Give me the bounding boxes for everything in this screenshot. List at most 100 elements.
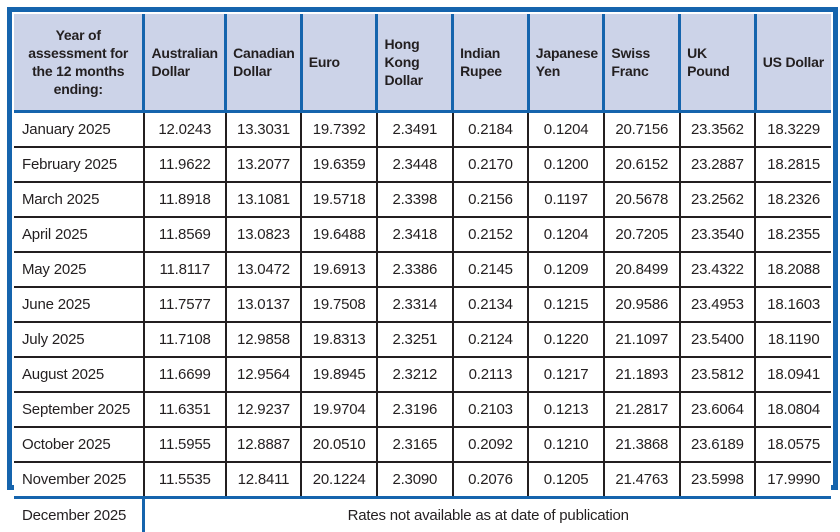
rate-cell: 0.1205: [528, 462, 604, 498]
month-cell: February 2025: [14, 147, 144, 182]
rate-cell: 2.3251: [377, 322, 453, 357]
rate-cell: 23.5400: [680, 322, 756, 357]
month-cell: August 2025: [14, 357, 144, 392]
rate-cell: 18.3229: [755, 112, 831, 148]
rate-cell: 12.9858: [226, 322, 302, 357]
exchange-rate-table-frame: Year of assessment for the 12 months end…: [7, 7, 838, 490]
month-cell: April 2025: [14, 217, 144, 252]
rate-cell: 2.3448: [377, 147, 453, 182]
rate-cell: 18.0575: [755, 427, 831, 462]
rate-cell: 18.0804: [755, 392, 831, 427]
month-cell: January 2025: [14, 112, 144, 148]
header-us-dollar: US Dollar: [755, 14, 831, 112]
rate-cell: 11.8569: [144, 217, 226, 252]
rate-cell: 20.6152: [604, 147, 680, 182]
rate-cell: 20.8499: [604, 252, 680, 287]
rate-cell: 0.1215: [528, 287, 604, 322]
rate-cell: 19.6913: [301, 252, 377, 287]
rate-cell: 23.2887: [680, 147, 756, 182]
rate-cell: 13.0823: [226, 217, 302, 252]
rate-cell: 13.0137: [226, 287, 302, 322]
rate-cell: 0.2103: [453, 392, 529, 427]
rate-cell: 11.7108: [144, 322, 226, 357]
rate-cell: 11.9622: [144, 147, 226, 182]
rate-cell: 0.2092: [453, 427, 529, 462]
rate-cell: 13.1081: [226, 182, 302, 217]
rate-cell: 2.3314: [377, 287, 453, 322]
rate-cell: 21.1097: [604, 322, 680, 357]
rate-cell: 11.6699: [144, 357, 226, 392]
rate-cell: 13.2077: [226, 147, 302, 182]
month-cell: May 2025: [14, 252, 144, 287]
rate-cell: 11.5955: [144, 427, 226, 462]
exchange-rate-table: Year of assessment for the 12 months end…: [14, 14, 831, 532]
rate-cell: 18.1603: [755, 287, 831, 322]
month-cell: September 2025: [14, 392, 144, 427]
rate-cell: 19.7392: [301, 112, 377, 148]
rate-cell: 18.2088: [755, 252, 831, 287]
rate-cell: 20.7156: [604, 112, 680, 148]
rate-cell: 0.2145: [453, 252, 529, 287]
rate-cell: 20.1224: [301, 462, 377, 498]
rate-cell: 0.1213: [528, 392, 604, 427]
rate-cell: 0.1197: [528, 182, 604, 217]
rate-cell: 23.4953: [680, 287, 756, 322]
rate-cell: 19.8945: [301, 357, 377, 392]
rate-cell: 11.7577: [144, 287, 226, 322]
header-uk-pound: UK Pound: [680, 14, 756, 112]
month-cell: October 2025: [14, 427, 144, 462]
header-australian-dollar: Australian Dollar: [144, 14, 226, 112]
rate-cell: 18.0941: [755, 357, 831, 392]
rate-cell: 20.7205: [604, 217, 680, 252]
rate-cell: 0.1200: [528, 147, 604, 182]
rate-cell: 12.8887: [226, 427, 302, 462]
rate-cell: 11.8918: [144, 182, 226, 217]
rate-cell: 17.9990: [755, 462, 831, 498]
rate-cell: 0.1210: [528, 427, 604, 462]
rate-cell: 11.5535: [144, 462, 226, 498]
rate-cell: 19.5718: [301, 182, 377, 217]
rate-cell: 12.8411: [226, 462, 302, 498]
rate-cell: 18.2326: [755, 182, 831, 217]
rate-cell: 2.3386: [377, 252, 453, 287]
rate-cell: 23.2562: [680, 182, 756, 217]
rate-cell: 0.1220: [528, 322, 604, 357]
rate-cell: 23.4322: [680, 252, 756, 287]
month-cell: June 2025: [14, 287, 144, 322]
rate-cell: 19.9704: [301, 392, 377, 427]
rate-cell: 20.9586: [604, 287, 680, 322]
rate-cell: 0.1204: [528, 112, 604, 148]
rate-cell: 0.2184: [453, 112, 529, 148]
rate-cell: 23.6189: [680, 427, 756, 462]
rate-cell: 0.2134: [453, 287, 529, 322]
header-swiss-franc: Swiss Franc: [604, 14, 680, 112]
rate-cell: 23.5998: [680, 462, 756, 498]
rate-cell: 0.2156: [453, 182, 529, 217]
rate-cell: 19.7508: [301, 287, 377, 322]
rate-cell: 2.3212: [377, 357, 453, 392]
rate-cell: 21.1893: [604, 357, 680, 392]
month-cell: July 2025: [14, 322, 144, 357]
rate-cell: 19.6359: [301, 147, 377, 182]
rate-cell: 21.2817: [604, 392, 680, 427]
rate-cell: 18.1190: [755, 322, 831, 357]
rate-cell: 12.9564: [226, 357, 302, 392]
rate-cell: 23.5812: [680, 357, 756, 392]
month-cell: March 2025: [14, 182, 144, 217]
rate-cell: 21.3868: [604, 427, 680, 462]
header-indian-rupee: Indian Rupee: [453, 14, 529, 112]
rate-cell: 0.1204: [528, 217, 604, 252]
month-cell: November 2025: [14, 462, 144, 498]
header-row: Year of assessment for the 12 months end…: [14, 14, 831, 112]
rate-cell: 12.0243: [144, 112, 226, 148]
rate-cell: 0.2152: [453, 217, 529, 252]
header-japanese-yen: Japanese Yen: [528, 14, 604, 112]
